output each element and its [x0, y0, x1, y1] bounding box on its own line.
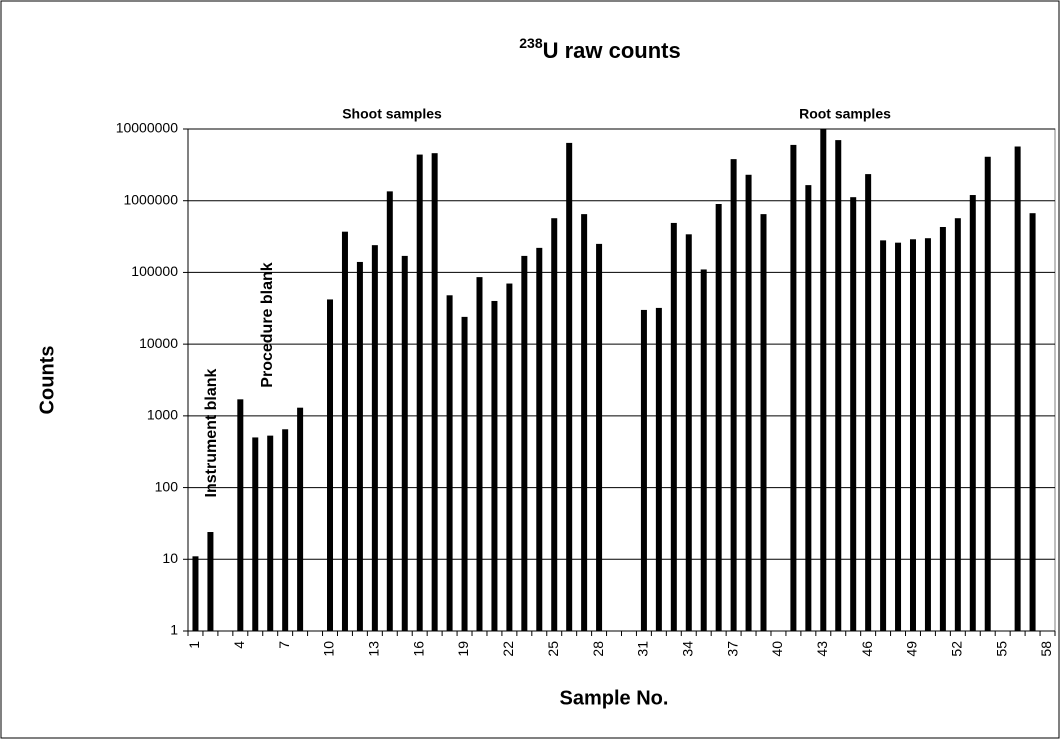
bar	[1014, 146, 1021, 631]
bar	[939, 226, 946, 632]
bar	[954, 218, 961, 631]
bar	[327, 299, 334, 631]
y-tick-label: 10	[162, 550, 178, 566]
bar	[984, 156, 991, 632]
bar	[596, 243, 603, 631]
bar	[192, 556, 199, 631]
bar	[715, 203, 722, 631]
y-tick-label: 1	[170, 622, 178, 638]
x-tick-label: 1	[186, 641, 202, 649]
bar	[252, 437, 259, 631]
x-tick-label: 31	[635, 641, 651, 657]
y-tick-label: 100000	[131, 263, 178, 279]
x-tick-label: 58	[1038, 641, 1054, 657]
bar	[491, 300, 498, 631]
bar	[521, 255, 528, 631]
y-tick-label: 10000000	[116, 120, 179, 136]
x-tick-label: 13	[366, 641, 382, 657]
bar	[476, 277, 483, 631]
bar	[237, 399, 244, 631]
x-tick-label: 37	[724, 641, 740, 657]
bar	[820, 129, 827, 631]
bar	[297, 407, 304, 631]
bar	[685, 234, 692, 631]
x-tick-label: 49	[904, 641, 920, 657]
x-tick-label: 25	[545, 641, 561, 657]
x-tick-label: 4	[231, 641, 247, 649]
bar	[730, 159, 737, 632]
bar	[880, 240, 887, 631]
bar	[895, 242, 902, 631]
bar	[850, 197, 857, 632]
annotation: Procedure blank	[259, 262, 276, 387]
bar	[536, 247, 543, 631]
y-tick-label: 10000	[139, 335, 178, 351]
bar	[551, 218, 558, 631]
x-tick-label: 40	[769, 641, 785, 657]
x-tick-label: 16	[410, 641, 426, 657]
bar	[581, 214, 588, 631]
bar	[760, 214, 767, 631]
annotation: Instrument blank	[203, 368, 220, 497]
y-axis-label: Counts	[36, 346, 58, 415]
chart-title: 238U raw counts	[519, 35, 681, 63]
x-tick-label: 43	[814, 641, 830, 657]
x-axis-label: Sample No.	[560, 687, 669, 709]
bar	[401, 255, 408, 631]
bar	[416, 154, 423, 632]
y-tick-label: 1000	[147, 407, 178, 423]
annotation: Shoot samples	[342, 106, 442, 122]
bar	[790, 144, 797, 631]
bar	[924, 238, 931, 631]
bar	[431, 153, 438, 632]
bar	[835, 140, 842, 631]
bar	[700, 269, 707, 631]
x-tick-label: 55	[993, 641, 1009, 657]
x-tick-label: 52	[949, 641, 965, 657]
bar	[969, 195, 976, 631]
x-tick-label: 46	[859, 641, 875, 657]
annotation: Root samples	[799, 106, 891, 122]
bar	[745, 174, 752, 631]
bar	[1029, 213, 1036, 632]
bar	[566, 142, 573, 631]
x-tick-label: 7	[276, 641, 292, 649]
bar	[506, 283, 513, 631]
bar	[371, 245, 378, 631]
bar	[655, 307, 662, 631]
title-superscript: 238	[519, 35, 543, 51]
bar	[865, 174, 872, 631]
bar	[461, 316, 468, 631]
title-text: U raw counts	[543, 38, 681, 63]
bar	[805, 185, 812, 631]
bar	[446, 295, 453, 631]
bar	[670, 222, 677, 632]
y-tick-label: 100	[155, 478, 179, 494]
bar	[282, 429, 289, 631]
bar	[267, 435, 274, 631]
bar	[207, 532, 214, 631]
x-tick-label: 28	[590, 641, 606, 657]
x-tick-label: 19	[455, 641, 471, 657]
x-tick-label: 10	[321, 641, 337, 657]
bar	[640, 309, 647, 631]
bar	[356, 261, 363, 631]
bar	[909, 239, 916, 631]
x-tick-label: 34	[679, 641, 695, 657]
bar	[386, 191, 393, 631]
y-tick-label: 1000000	[123, 191, 178, 207]
x-tick-label: 22	[500, 641, 516, 657]
bar	[341, 231, 348, 631]
